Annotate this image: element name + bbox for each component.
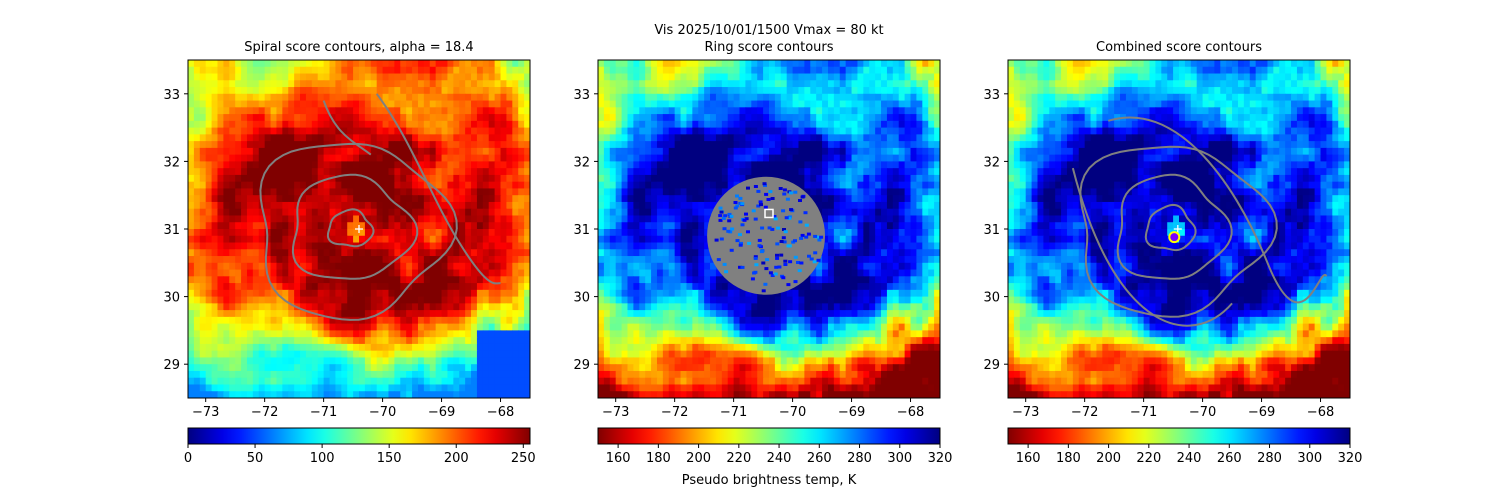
contour-line — [291, 173, 419, 280]
y-tick-label: 33 — [983, 88, 1000, 103]
colorbar-tick-label: 280 — [1257, 451, 1282, 466]
center-plus-marker — [1173, 225, 1182, 233]
score-contours — [1071, 116, 1328, 327]
colorbar-tick-label: 150 — [377, 451, 402, 466]
colorbar-tick-label: 0 — [184, 451, 192, 466]
ring-mask-region — [707, 176, 826, 295]
heatmap-image — [188, 60, 530, 398]
colorbar-tick-label: 200 — [686, 451, 711, 466]
x-tick-label: −68 — [487, 405, 514, 420]
contour-line — [375, 93, 501, 285]
colorbar-gradient — [1007, 427, 1351, 445]
x-tick-label: −69 — [838, 405, 865, 420]
colorbar-tick-label: 180 — [1056, 451, 1081, 466]
contour-line — [1144, 203, 1197, 252]
center-square-marker — [764, 208, 774, 219]
y-tick-label: 32 — [163, 155, 180, 170]
contour-line — [1116, 173, 1233, 280]
x-tick-label: −70 — [1189, 405, 1216, 420]
colorbar-tick-label: 200 — [444, 451, 469, 466]
x-tick-label: −68 — [1307, 405, 1334, 420]
y-tick-label: 31 — [983, 223, 1000, 238]
colorbar-tick-label: 250 — [511, 451, 536, 466]
panel-1: −73 −72 −71 −70 −69 −68 29 30 31 32 33 160 180 200 220… — [573, 59, 953, 466]
colorbar-tick-label: 180 — [646, 451, 671, 466]
contour-line — [1107, 116, 1328, 304]
colorbar-tick-label: 280 — [847, 451, 872, 466]
x-tick-label: −71 — [1130, 405, 1157, 420]
panel-title-combined: Combined score contours — [1096, 40, 1262, 55]
x-tick-label: −70 — [779, 405, 806, 420]
colorbar-tick-label: 220 — [1136, 451, 1161, 466]
colorbar-tick-label: 200 — [1096, 451, 1121, 466]
colorbar-gradient — [187, 427, 531, 445]
y-tick-label: 31 — [163, 223, 180, 238]
best-center-marker — [1168, 231, 1181, 244]
y-tick-label: 30 — [983, 291, 1000, 306]
heatmap-image — [1008, 60, 1350, 398]
x-tick-label: −72 — [661, 405, 688, 420]
x-tick-label: −68 — [897, 405, 924, 420]
x-tick-label: −70 — [369, 405, 396, 420]
y-tick-label: 32 — [983, 155, 1000, 170]
heatmap-image — [598, 60, 940, 398]
x-tick-label: −72 — [1071, 405, 1098, 420]
colorbar-tick-label: 160 — [606, 451, 631, 466]
colorbar-tick-label: 50 — [247, 451, 264, 466]
colorbar-gradient — [597, 427, 941, 445]
y-tick-label: 29 — [573, 358, 590, 373]
y-tick-label: 33 — [163, 88, 180, 103]
colorbar: 160 180 200 220 240 260 280 300 320 — [1007, 427, 1363, 466]
x-tick-label: −73 — [602, 405, 629, 420]
contour-line — [1079, 145, 1278, 318]
x-tick-label: −73 — [1012, 405, 1039, 420]
x-tick-label: −71 — [310, 405, 337, 420]
center-plus-marker — [355, 225, 363, 233]
y-tick-label: 31 — [573, 223, 590, 238]
colorbar-tick-label: 160 — [1016, 451, 1041, 466]
x-tick-label: −73 — [192, 405, 219, 420]
contour-line — [259, 142, 458, 321]
colorbar-tick-label: 300 — [887, 451, 912, 466]
colorbar: 160 180 200 220 240 260 280 300 320 — [597, 427, 953, 466]
x-tick-label: −69 — [428, 405, 455, 420]
colorbar-tick-label: 240 — [1177, 451, 1202, 466]
x-tick-label: −72 — [251, 405, 278, 420]
y-tick-label: 32 — [573, 155, 590, 170]
figure-suptitle: Vis 2025/10/01/1500 Vmax = 80 kt — [654, 23, 884, 38]
colorbar-tick-label: 240 — [767, 451, 792, 466]
y-tick-label: 29 — [163, 358, 180, 373]
contour-line — [1071, 167, 1233, 327]
panel-title-ring: Ring score contours — [704, 40, 834, 55]
colorbar-tick-label: 300 — [1297, 451, 1322, 466]
y-tick-label: 30 — [573, 291, 590, 306]
colorbar-label: Pseudo brightness temp, K — [681, 473, 857, 488]
y-tick-label: 29 — [983, 358, 1000, 373]
panel-0: −73 −72 −71 −70 −69 −68 29 30 31 32 33 0 50 100 150 200… — [163, 59, 536, 466]
contour-line — [326, 208, 375, 248]
contour-line — [322, 100, 372, 156]
score-contours — [259, 93, 501, 321]
x-tick-label: −69 — [1248, 405, 1275, 420]
panel-title-spiral: Spiral score contours, alpha = 18.4 — [244, 40, 474, 55]
y-tick-label: 30 — [163, 291, 180, 306]
x-tick-label: −71 — [720, 405, 747, 420]
colorbar-tick-label: 260 — [1217, 451, 1242, 466]
colorbar-tick-label: 100 — [310, 451, 335, 466]
colorbar-tick-label: 320 — [928, 451, 953, 466]
y-tick-label: 33 — [573, 88, 590, 103]
colorbar-tick-label: 260 — [807, 451, 832, 466]
colorbar-tick-label: 220 — [726, 451, 751, 466]
colorbar-tick-label: 320 — [1338, 451, 1363, 466]
colorbar: 0 50 100 150 200 250 — [184, 427, 536, 466]
panel-2: −73 −72 −71 −70 −69 −68 29 30 31 32 33 160 180 200 220… — [983, 59, 1363, 466]
